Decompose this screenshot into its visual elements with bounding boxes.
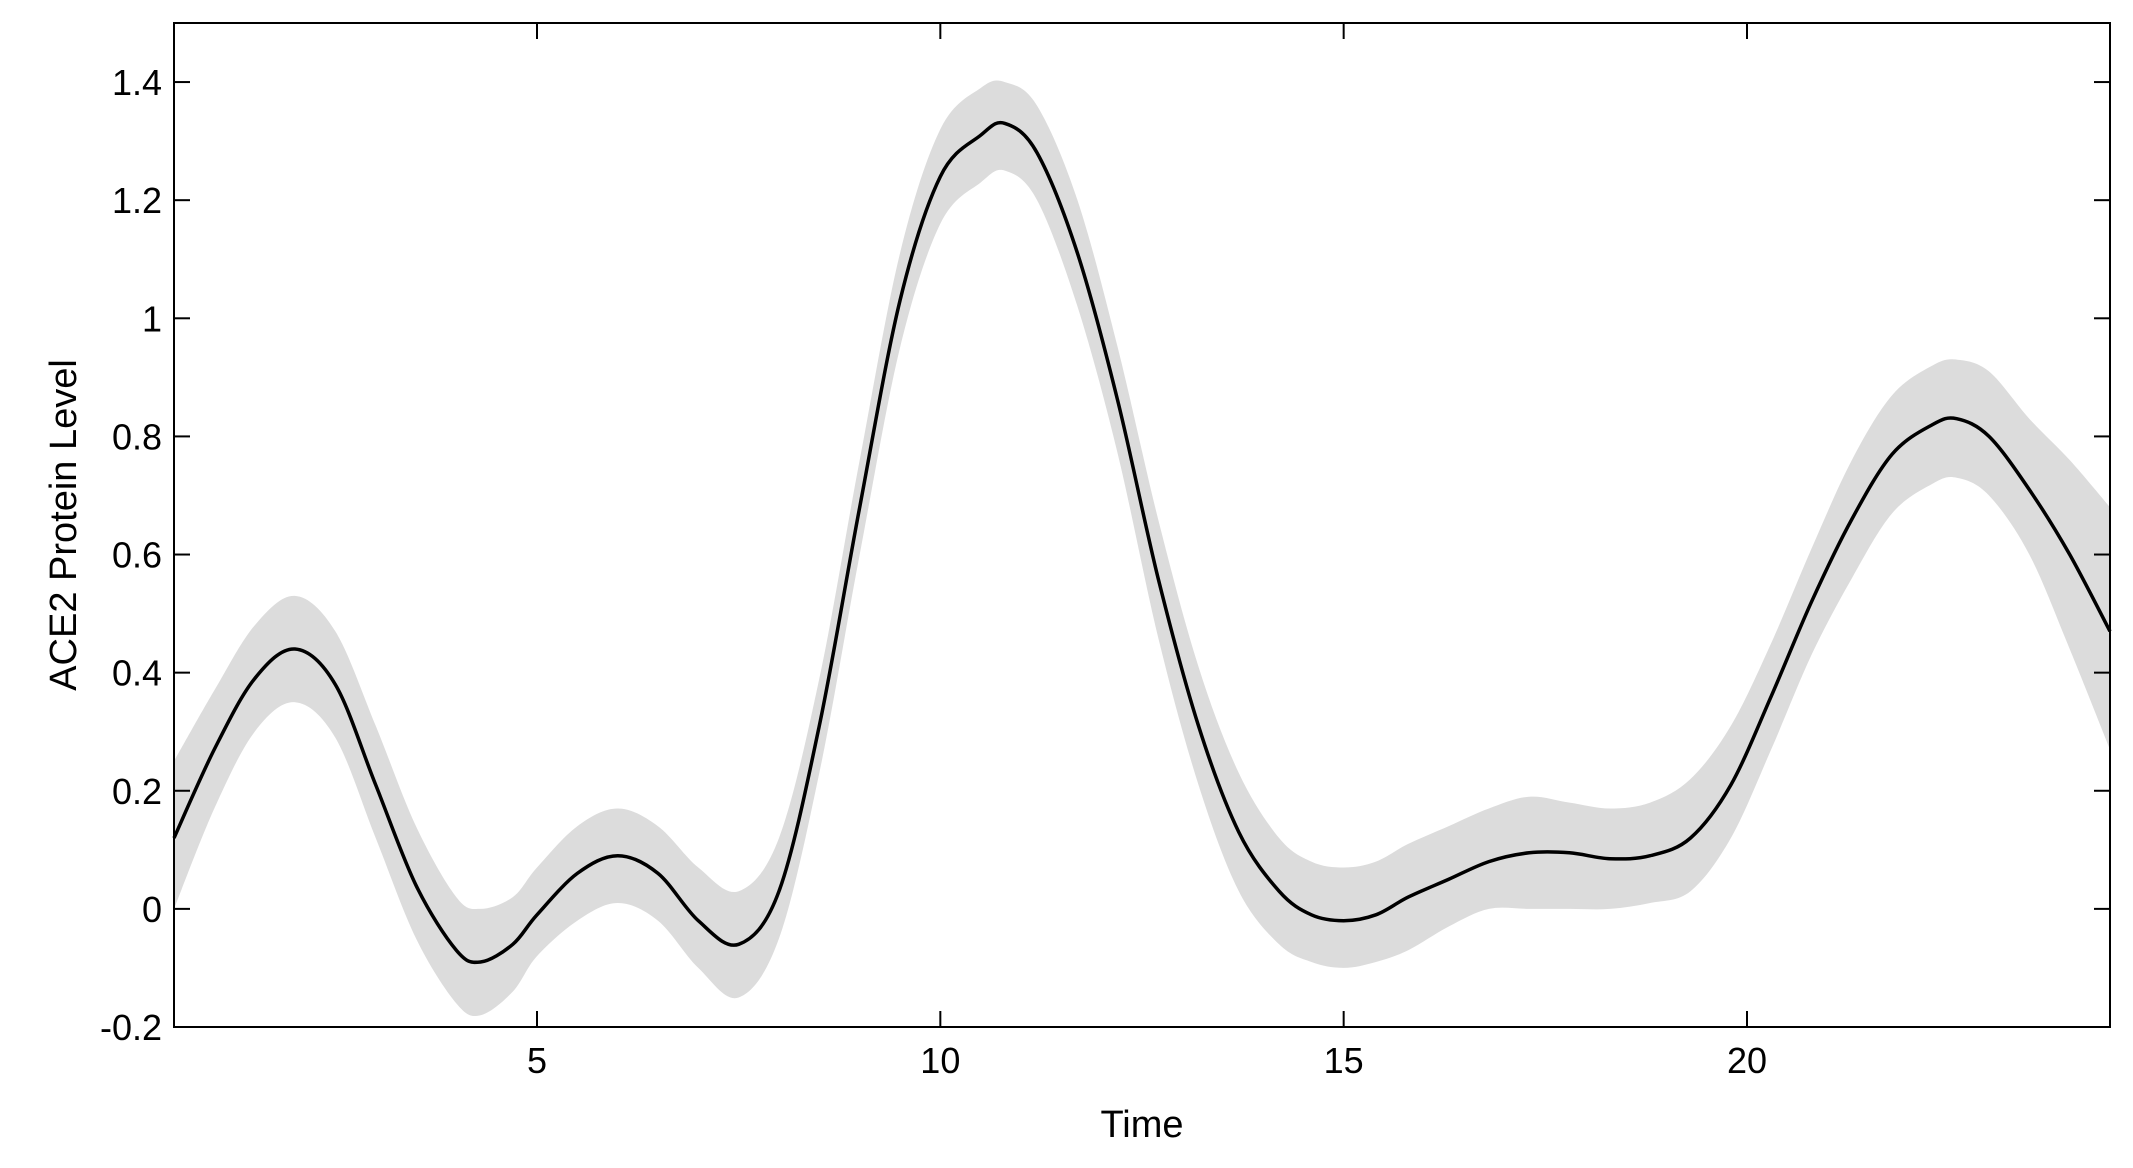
x-tick-label: 15 (1324, 1040, 1364, 1081)
y-tick-label: 0.8 (112, 416, 162, 457)
y-tick-label: 0.6 (112, 535, 162, 576)
confidence-band (174, 80, 2110, 1017)
y-tick-label: 1 (142, 298, 162, 339)
plot-frame (173, 22, 2111, 1028)
y-tick-label: 1.4 (112, 62, 162, 103)
y-axis-label: ACE2 Protein Level (43, 359, 85, 691)
y-tick-label: 0 (142, 889, 162, 930)
y-tick-label: 0.4 (112, 653, 162, 694)
x-tick-label: 10 (920, 1040, 960, 1081)
mean-line-layer (172, 120, 2112, 965)
x-tick-label: 5 (527, 1040, 547, 1081)
x-axis: 5 10 15 20 (527, 23, 1767, 1081)
x-axis-label: Time (1100, 1104, 1183, 1146)
y-tick-label: 0.2 (112, 771, 162, 812)
x-tick-label: 20 (1727, 1040, 1767, 1081)
y-axis: -0.2 0 0.2 0.4 0.6 0.8 1 1.2 1.4 (100, 62, 2110, 1048)
mean-line (172, 120, 2112, 965)
y-tick-label: -0.2 (100, 1007, 162, 1048)
y-tick-label: 1.2 (112, 180, 162, 221)
confidence-band-layer (174, 80, 2110, 1017)
